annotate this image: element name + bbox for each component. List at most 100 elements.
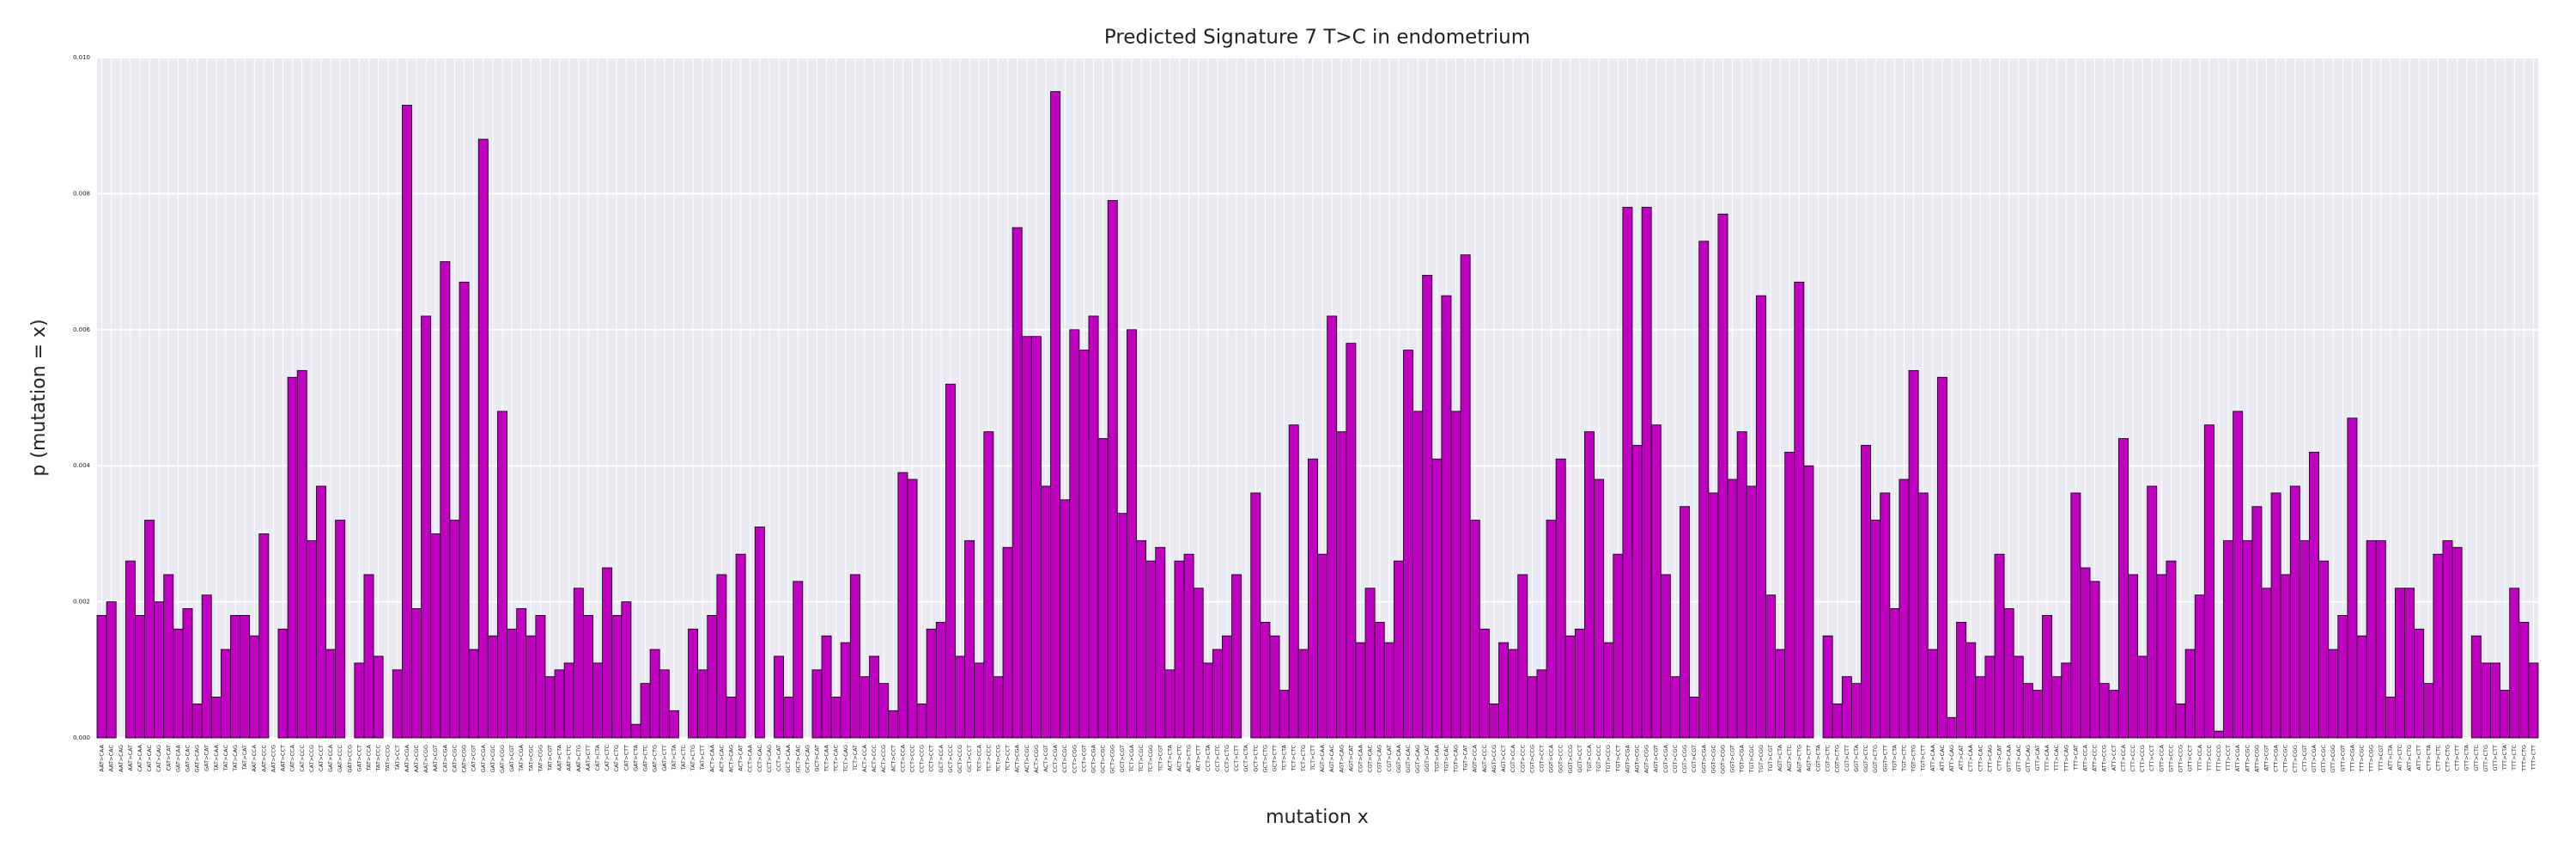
bar	[563, 662, 574, 739]
bar	[2156, 574, 2167, 739]
bar	[230, 615, 240, 739]
x-tick-label: CTT>CGG	[2292, 745, 2299, 772]
bar	[2108, 690, 2119, 739]
x-tick-label: GAT>CTA	[632, 744, 639, 771]
bar	[96, 615, 107, 739]
bar	[1269, 635, 1280, 739]
x-tick-label: AAT>CGC	[413, 745, 420, 773]
bar	[811, 669, 823, 739]
bar	[535, 615, 546, 739]
bar	[716, 574, 727, 739]
bar	[2347, 417, 2358, 739]
bar	[1488, 704, 1499, 739]
x-tick-label: GCT>CGG	[1109, 745, 1116, 774]
bar	[2490, 662, 2500, 739]
x-tick-label: TTT>CCG	[2215, 745, 2222, 772]
bar	[2051, 676, 2063, 739]
x-tick-label: TGT>CCA	[1586, 744, 1593, 772]
bar	[1689, 697, 1700, 739]
x-tick-label: ATT>CCC	[2092, 745, 2099, 771]
x-tick-label: CAT>CGT	[471, 745, 477, 771]
x-tick-label: TCT>CTG	[1300, 745, 1307, 772]
bar	[1803, 465, 1814, 739]
x-tick-label: AGT>CCG	[1491, 745, 1498, 773]
x-tick-label: ACT>CGC	[1024, 745, 1030, 773]
bar	[1698, 241, 1710, 739]
x-tick-label: GGT>CGC	[1710, 745, 1716, 774]
bar	[1755, 295, 1766, 739]
bar	[1422, 275, 1433, 739]
bar	[1469, 520, 1480, 739]
x-tick-label: CAT>CGG	[461, 745, 468, 773]
bar	[1765, 594, 1776, 739]
x-tick-label: GGT>CAC	[1405, 745, 1412, 773]
bar	[1041, 485, 1051, 739]
x-tick-label: GAT>CGG	[499, 745, 506, 773]
x-tick-label: GTT>CTT	[2492, 745, 2499, 771]
x-tick-label: AGT>CGC	[1634, 745, 1641, 773]
bar	[697, 669, 708, 739]
bar	[1889, 608, 1900, 739]
x-tick-label: CGT>CAC	[1367, 745, 1374, 773]
bar	[449, 520, 460, 739]
bar	[2261, 588, 2272, 739]
x-tick-label: CTT>CGA	[2273, 744, 2280, 771]
x-tick-label: TAT>CAG	[232, 745, 239, 772]
x-tick-label: GAT>CTT	[661, 745, 668, 771]
x-tick-label: AGT>CAT	[1347, 745, 1354, 771]
x-tick-label: TCT>CGC	[1138, 745, 1145, 773]
x-tick-label: CTT>CTA	[2425, 744, 2432, 771]
x-tick-label: TCT>CGA	[1128, 744, 1135, 772]
bar	[983, 431, 994, 739]
bar	[1527, 676, 1538, 739]
x-tick-label: CCT>CTA	[1205, 744, 1212, 771]
x-tick-label: AGT>CTG	[1795, 745, 1802, 772]
x-tick-label: GCT>CTT	[1272, 745, 1279, 771]
bar	[440, 261, 451, 739]
bar	[955, 655, 965, 739]
y-tick-label: 0.008	[73, 190, 90, 197]
bar	[659, 669, 670, 739]
bar	[173, 628, 184, 739]
bar	[2309, 451, 2319, 739]
x-tick-label: GTT>CTA	[2464, 744, 2470, 771]
x-tick-label: CGT>CTA	[1815, 744, 1822, 771]
x-tick-label: TCT>CTA	[1281, 744, 1288, 771]
bar	[1317, 553, 1328, 739]
x-tick-label: CGT>CGT	[1691, 745, 1698, 772]
bar	[392, 669, 403, 739]
bar	[1917, 492, 1929, 739]
bar	[1155, 546, 1166, 739]
bar	[1174, 560, 1185, 739]
x-tick-label: TGT>CTT	[1920, 745, 1927, 772]
x-tick-label: GAT>CAG	[194, 745, 201, 772]
bar	[1927, 649, 1938, 739]
bar	[1555, 458, 1566, 739]
bar	[1975, 676, 1986, 739]
bar	[1116, 513, 1127, 739]
x-tick-label: ACT>CTT	[1195, 745, 1202, 771]
x-tick-label: CTT>CCC	[2129, 745, 2136, 772]
bar	[201, 594, 212, 739]
bar	[1222, 635, 1232, 739]
x-tick-label: TTT>CAA	[2044, 744, 2050, 771]
bar	[1479, 628, 1490, 739]
x-tick-label: CAT>CGA	[441, 744, 448, 771]
bar	[1413, 411, 1424, 739]
x-tick-label: TAT>CGA	[518, 744, 525, 771]
bar	[2099, 683, 2110, 739]
x-tick-label: ACT>CCG	[880, 745, 887, 772]
bar	[1450, 411, 1461, 739]
x-tick-label: CCT>CGC	[1061, 745, 1068, 773]
x-tick-label: GTT>CAC	[2015, 745, 2022, 772]
x-tick-label: TGT>CGA	[1739, 744, 1746, 773]
x-tick-label: AAT>CTC	[566, 745, 573, 771]
x-tick-label: AAT>CGG	[422, 745, 429, 773]
x-tick-label: CCT>CGA	[1052, 744, 1059, 772]
x-tick-label: TGT>CAA	[1433, 744, 1440, 772]
x-tick-label: TCT>CAA	[823, 744, 830, 772]
x-tick-label: ATT>CAT	[1958, 745, 1965, 771]
bar	[287, 376, 298, 739]
x-tick-label: ATT>CGC	[2244, 745, 2251, 772]
bar	[726, 697, 737, 739]
